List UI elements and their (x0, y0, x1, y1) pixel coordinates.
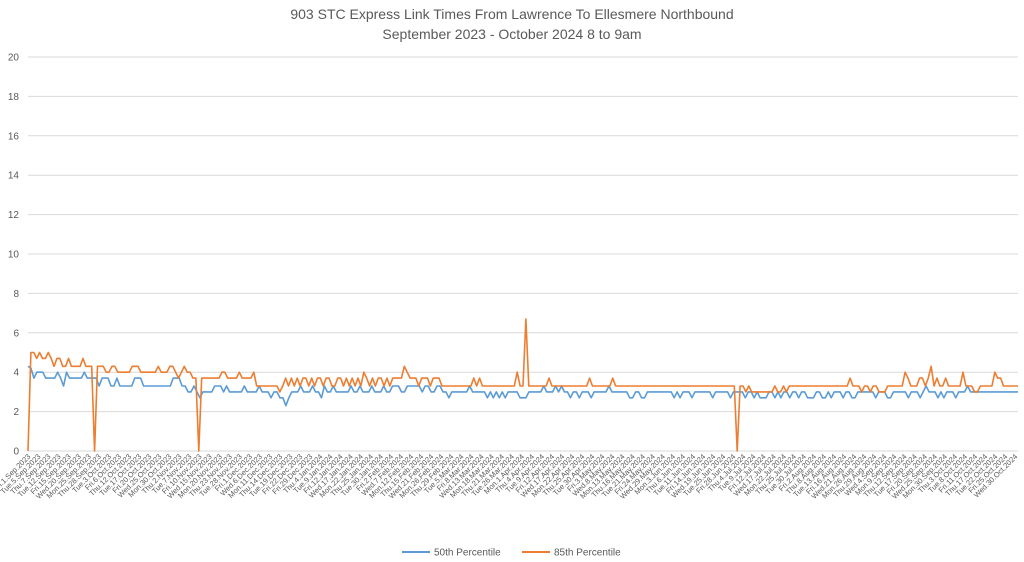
chart-subtitle: September 2023 - October 2024 8 to 9am (382, 26, 641, 42)
series-line-p85 (27, 318, 1018, 452)
y-tick-label: 4 (13, 368, 19, 379)
y-tick-label: 14 (8, 171, 20, 182)
y-axis-ticks: 0 2 4 6 8 10 12 14 16 18 20 (8, 53, 20, 458)
y-tick-label: 16 (8, 131, 20, 142)
y-tick-label: 2 (13, 407, 19, 418)
series-line-p50 (27, 365, 1018, 407)
y-tick-label: 18 (8, 92, 20, 103)
legend: 50th Percentile 85th Percentile (402, 548, 621, 559)
series-lines (27, 318, 1018, 452)
x-axis-ticks: Fri.1.Sep.2023Tue.5.Sep.2023Thu.7.Sep.20… (0, 452, 1019, 501)
y-tick-label: 0 (13, 447, 19, 458)
y-tick-label: 6 (13, 328, 19, 339)
y-tick-label: 8 (13, 289, 19, 300)
gridlines (28, 56, 1018, 452)
legend-label-p85: 85th Percentile (554, 548, 621, 559)
y-tick-label: 12 (8, 210, 20, 221)
chart-title: 903 STC Express Link Times From Lawrence… (290, 6, 733, 22)
legend-label-p50: 50th Percentile (434, 548, 501, 559)
y-tick-label: 10 (8, 250, 20, 261)
y-tick-label: 20 (8, 53, 20, 64)
